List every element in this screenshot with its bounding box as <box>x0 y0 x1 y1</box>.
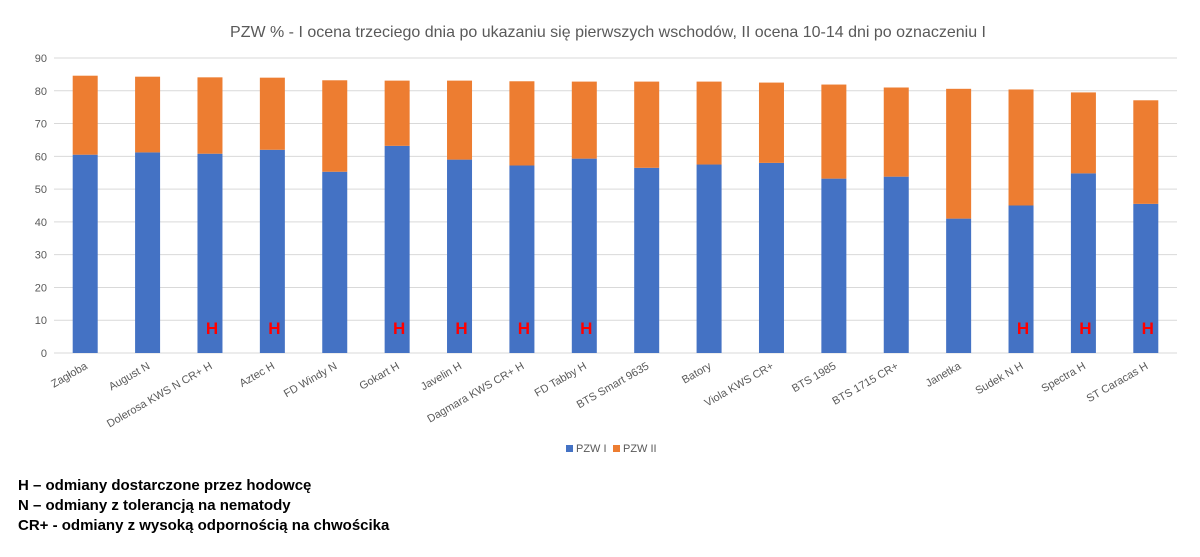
bar-pzw-ii <box>1133 100 1159 204</box>
x-category-label: BTS 1985 <box>790 360 838 395</box>
marker-h-label: H <box>518 319 530 338</box>
x-category-label: Javelin H <box>419 360 464 393</box>
bar-pzw-i <box>758 162 784 353</box>
x-category-label: Aztec H <box>238 360 277 390</box>
chart-title: PZW % - I ocena trzeciego dnia po ukazan… <box>230 24 986 41</box>
y-tick-label: 80 <box>35 86 47 98</box>
bar-pzw-i <box>1070 173 1096 353</box>
bar-pzw-ii <box>447 80 473 160</box>
y-tick-label: 40 <box>35 217 47 229</box>
bar-pzw-ii <box>821 84 847 179</box>
bar-pzw-i <box>1133 203 1159 353</box>
bar-pzw-ii <box>1008 89 1034 206</box>
marker-h-label: H <box>580 319 592 338</box>
bar-pzw-i <box>447 159 473 353</box>
bar-pzw-i <box>384 145 410 353</box>
x-category-label: Sudek N H <box>973 360 1025 397</box>
bar-pzw-i <box>634 167 660 353</box>
bar-pzw-i <box>197 153 223 353</box>
legend-swatch-pzw-i <box>566 445 573 452</box>
x-category-label: FD Tabby H <box>533 360 589 399</box>
legend-swatch-pzw-ii <box>613 445 620 452</box>
y-tick-label: 60 <box>35 151 47 163</box>
stacked-bar-chart: PZW % - I ocena trzeciego dnia po ukazan… <box>35 24 1177 455</box>
note-h: H – odmiany dostarczone przez hodowcę <box>18 477 312 494</box>
y-tick-label: 90 <box>35 53 47 65</box>
marker-h-label: H <box>268 319 280 338</box>
y-tick-label: 50 <box>35 184 47 196</box>
chart: PZW % - I ocena trzeciego dnia po ukazan… <box>35 24 1177 455</box>
y-tick-label: 70 <box>35 119 47 131</box>
bar-pzw-ii <box>322 80 348 172</box>
bar-pzw-ii <box>259 77 285 150</box>
legend-notes: H – odmiany dostarczone przez hodowcę N … <box>18 476 389 536</box>
y-tick-label: 0 <box>41 348 47 360</box>
x-category-label: Zagłoba <box>49 360 90 391</box>
bar-pzw-i <box>322 171 348 353</box>
bar-pzw-i <box>259 149 285 353</box>
note-cr: CR+ - odmiany z wysoką odpornością na ch… <box>18 517 390 534</box>
bar-pzw-ii <box>634 81 660 168</box>
bar-pzw-i <box>696 164 722 353</box>
bar-pzw-ii <box>509 81 535 166</box>
legend-label-pzw-ii: PZW II <box>623 443 657 455</box>
marker-h-label: H <box>1079 319 1091 338</box>
bar-pzw-i <box>571 158 597 353</box>
bar-pzw-i <box>946 218 972 353</box>
bar-pzw-i <box>821 178 847 353</box>
x-category-label: FD Windy N <box>282 360 339 400</box>
bar-pzw-ii <box>696 81 722 165</box>
bar-pzw-i <box>1008 205 1034 353</box>
bar-pzw-i <box>509 165 535 353</box>
bar-pzw-ii <box>946 88 972 219</box>
note-n: N – odmiany z tolerancją na nematody <box>18 497 291 514</box>
bar-pzw-ii <box>135 76 161 153</box>
x-category-label: Spectra H <box>1040 360 1088 395</box>
y-tick-label: 20 <box>35 282 47 294</box>
legend-label-pzw-i: PZW I <box>576 443 607 455</box>
bar-pzw-ii <box>384 80 410 146</box>
marker-h-label: H <box>1017 319 1029 338</box>
y-tick-label: 30 <box>35 250 47 262</box>
marker-h-label: H <box>455 319 467 338</box>
x-category-label: ST Caracas H <box>1085 360 1151 405</box>
bar-pzw-ii <box>883 87 909 177</box>
bar-pzw-ii <box>197 77 223 154</box>
x-category-label: Janetka <box>924 360 964 390</box>
x-category-label: August N <box>107 360 152 393</box>
bar-pzw-ii <box>758 82 784 163</box>
y-tick-label: 10 <box>35 315 47 327</box>
x-category-label: Gokart H <box>358 360 402 392</box>
bar-pzw-i <box>72 154 98 353</box>
bar-pzw-i <box>135 152 161 353</box>
x-category-label: BTS 1715 CR+ <box>830 360 900 408</box>
x-category-label: Batory <box>680 360 714 387</box>
marker-h-label: H <box>1142 319 1154 338</box>
x-category-label: Dolerosa KWS N CR+ H <box>105 360 215 430</box>
bar-pzw-ii <box>1070 92 1096 174</box>
marker-h-label: H <box>393 319 405 338</box>
bar-pzw-ii <box>571 81 597 159</box>
x-category-label: Viola KWS CR+ <box>703 360 776 409</box>
marker-h-label: H <box>206 319 218 338</box>
bar-pzw-i <box>883 176 909 353</box>
bar-pzw-ii <box>72 75 98 155</box>
